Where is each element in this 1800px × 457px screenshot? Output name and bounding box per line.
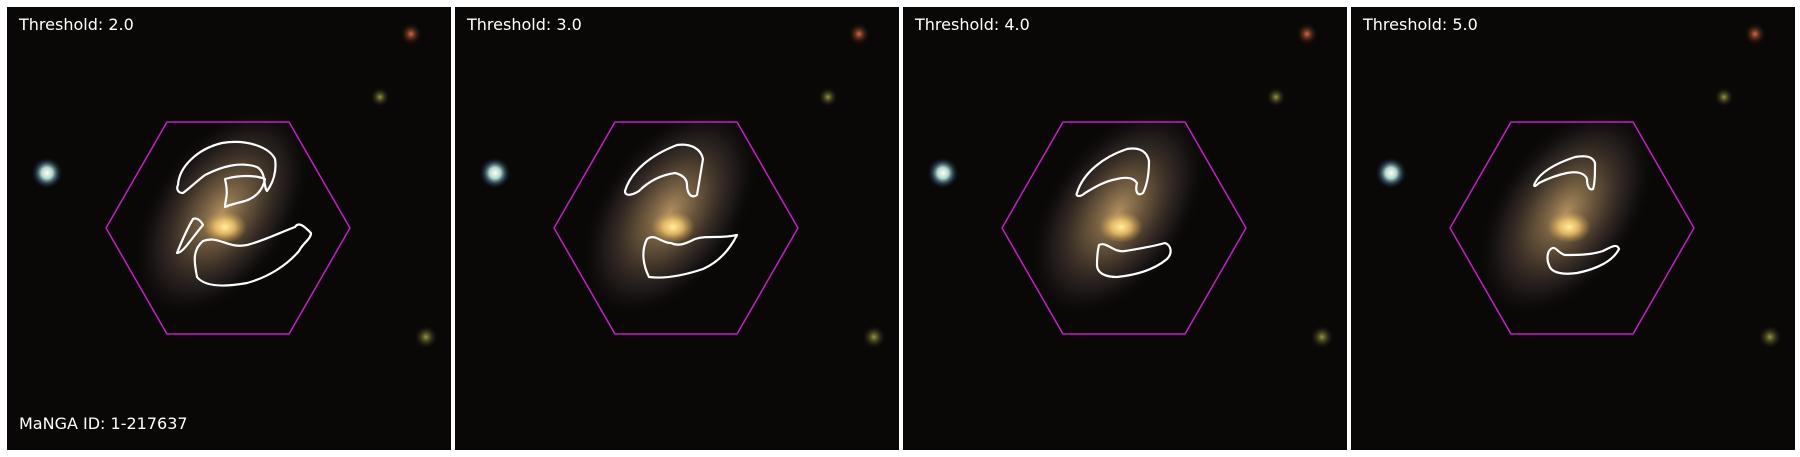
star-olive	[1310, 325, 1334, 349]
contour-region	[623, 143, 705, 198]
contour-region	[193, 223, 313, 287]
threshold-label: Threshold: 3.0	[467, 15, 582, 34]
ifu-hexagon	[105, 121, 351, 335]
contour-region	[642, 233, 739, 279]
contour-region	[223, 174, 267, 209]
galaxy-core	[1547, 211, 1591, 243]
galaxy-image	[1351, 7, 1795, 450]
star-olive	[370, 87, 390, 107]
star-white	[31, 157, 63, 189]
star-olive	[1758, 325, 1782, 349]
contour-region	[1095, 241, 1172, 279]
image-panel-threshold-2: Threshold: 2.0 MaNGA ID: 1-217637	[7, 7, 451, 450]
threshold-label: Threshold: 4.0	[915, 15, 1030, 34]
star-red	[1296, 23, 1318, 45]
star-red	[1744, 23, 1766, 45]
ifu-hexagon	[1001, 121, 1247, 335]
star-red	[848, 23, 870, 45]
galaxy-core	[203, 211, 247, 243]
star-white	[479, 157, 511, 189]
threshold-label: Threshold: 2.0	[19, 15, 134, 34]
star-olive	[1714, 87, 1734, 107]
galaxy-image	[455, 7, 899, 450]
ifu-hexagon	[1449, 121, 1695, 335]
galaxy-image	[7, 7, 451, 450]
galaxy-image	[903, 7, 1347, 450]
contour-region	[1075, 147, 1151, 198]
contour-region	[1533, 155, 1597, 191]
star-olive	[414, 325, 438, 349]
image-panel-threshold-4: Threshold: 4.0	[903, 7, 1347, 450]
star-olive	[862, 325, 886, 349]
star-red	[400, 23, 422, 45]
star-olive	[1266, 87, 1286, 107]
galaxy-core	[1099, 211, 1143, 243]
star-white	[927, 157, 959, 189]
star-white	[1375, 157, 1407, 189]
image-panel-threshold-3: Threshold: 3.0	[455, 7, 899, 450]
image-panel-threshold-5: Threshold: 5.0	[1351, 7, 1795, 450]
galaxy-core	[651, 211, 695, 243]
contour-region	[1546, 244, 1621, 275]
galaxy-id-label: MaNGA ID: 1-217637	[19, 414, 188, 433]
contour-region	[175, 217, 205, 255]
ifu-hexagon	[553, 121, 799, 335]
threshold-label: Threshold: 5.0	[1363, 15, 1478, 34]
star-olive	[818, 87, 838, 107]
